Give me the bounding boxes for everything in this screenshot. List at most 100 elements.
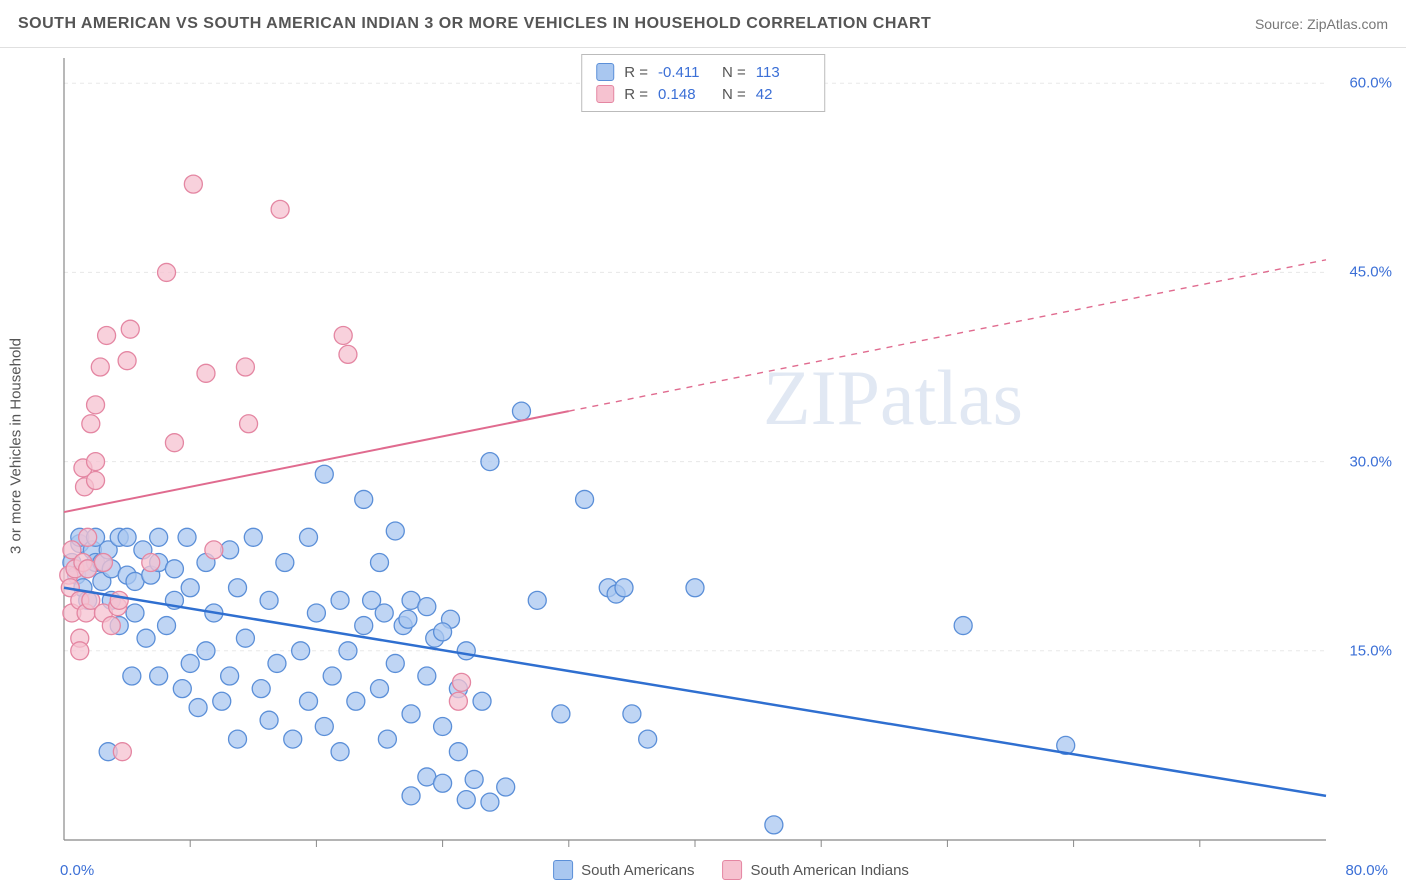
point-south-american xyxy=(137,629,155,647)
point-south-american-indian xyxy=(91,358,109,376)
n-label: N = xyxy=(722,86,746,103)
point-south-american xyxy=(331,743,349,761)
legend-item-pink: South American Indians xyxy=(722,860,908,880)
point-south-american-indian xyxy=(236,358,254,376)
point-south-american xyxy=(765,816,783,834)
point-south-american xyxy=(315,717,333,735)
legend-label: South American Indians xyxy=(750,862,908,879)
chart-header: SOUTH AMERICAN VS SOUTH AMERICAN INDIAN … xyxy=(0,0,1406,48)
point-south-american-indian xyxy=(449,692,467,710)
point-south-american xyxy=(181,654,199,672)
source-label: Source: ZipAtlas.com xyxy=(1255,16,1388,32)
r-label: R = xyxy=(624,64,648,81)
swatch-blue xyxy=(596,63,614,81)
point-south-american xyxy=(268,654,286,672)
point-south-american xyxy=(300,528,318,546)
point-south-american xyxy=(615,579,633,597)
point-south-american-indian xyxy=(197,364,215,382)
r-value: 0.148 xyxy=(658,86,712,103)
point-south-american-indian xyxy=(158,263,176,281)
point-south-american xyxy=(339,642,357,660)
point-south-american-indian xyxy=(98,326,116,344)
y-tick-label: 15.0% xyxy=(1349,642,1392,659)
point-south-american xyxy=(449,743,467,761)
point-south-american xyxy=(528,591,546,609)
y-tick-label: 30.0% xyxy=(1349,453,1392,470)
point-south-american xyxy=(418,598,436,616)
point-south-american xyxy=(512,402,530,420)
scatter-svg: ZIPatlas xyxy=(56,48,1406,848)
point-south-american xyxy=(181,579,199,597)
y-tick-label: 45.0% xyxy=(1349,264,1392,281)
point-south-american xyxy=(173,680,191,698)
point-south-american xyxy=(457,791,475,809)
point-south-american xyxy=(371,554,389,572)
point-south-american-indian xyxy=(121,320,139,338)
swatch-pink xyxy=(722,860,742,880)
point-south-american xyxy=(221,667,239,685)
point-south-american xyxy=(434,623,452,641)
point-south-american xyxy=(260,591,278,609)
point-south-american xyxy=(197,642,215,660)
point-south-american xyxy=(315,465,333,483)
point-south-american-indian xyxy=(102,617,120,635)
point-south-american xyxy=(158,617,176,635)
point-south-american-indian xyxy=(79,528,97,546)
point-south-american xyxy=(434,774,452,792)
point-south-american xyxy=(276,554,294,572)
point-south-american xyxy=(165,560,183,578)
point-south-american xyxy=(284,730,302,748)
point-south-american xyxy=(347,692,365,710)
point-south-american xyxy=(229,579,247,597)
point-south-american-indian xyxy=(240,415,258,433)
point-south-american xyxy=(331,591,349,609)
point-south-american xyxy=(229,730,247,748)
point-south-american xyxy=(307,604,325,622)
point-south-american xyxy=(623,705,641,723)
point-south-american xyxy=(386,654,404,672)
point-south-american-indian xyxy=(453,673,471,691)
point-south-american xyxy=(465,770,483,788)
y-axis-label: 3 or more Vehicles in Household xyxy=(8,338,25,554)
point-south-american xyxy=(355,617,373,635)
point-south-american-indian xyxy=(113,743,131,761)
point-south-american xyxy=(252,680,270,698)
point-south-american-indian xyxy=(110,591,128,609)
point-south-american xyxy=(355,490,373,508)
point-south-american xyxy=(576,490,594,508)
point-south-american xyxy=(371,680,389,698)
x-axis-max-label: 80.0% xyxy=(1345,862,1388,879)
point-south-american xyxy=(686,579,704,597)
x-axis-min-label: 0.0% xyxy=(60,862,94,879)
y-tick-label: 60.0% xyxy=(1349,75,1392,92)
point-south-american-indian xyxy=(334,326,352,344)
stats-row: R =-0.411N =113 xyxy=(596,61,810,83)
swatch-pink xyxy=(596,85,614,103)
point-south-american xyxy=(213,692,231,710)
point-south-american xyxy=(375,604,393,622)
point-south-american xyxy=(481,793,499,811)
point-south-american-indian xyxy=(184,175,202,193)
point-south-american-indian xyxy=(271,200,289,218)
point-south-american xyxy=(123,667,141,685)
point-south-american xyxy=(434,717,452,735)
point-south-american-indian xyxy=(165,434,183,452)
watermark: ZIPatlas xyxy=(763,354,1023,441)
point-south-american xyxy=(189,699,207,717)
point-south-american xyxy=(178,528,196,546)
point-south-american-indian xyxy=(82,415,100,433)
stats-row: R =0.148N =42 xyxy=(596,83,810,105)
point-south-american xyxy=(244,528,262,546)
point-south-american xyxy=(260,711,278,729)
point-south-american xyxy=(150,667,168,685)
point-south-american xyxy=(323,667,341,685)
point-south-american xyxy=(402,787,420,805)
point-south-american xyxy=(378,730,396,748)
point-south-american xyxy=(497,778,515,796)
chart-plot-area: ZIPatlas 15.0% 30.0% 45.0% 60.0% xyxy=(56,48,1406,848)
n-value: 42 xyxy=(756,86,810,103)
chart-footer: 0.0% South AmericansSouth American India… xyxy=(56,848,1406,892)
point-south-american xyxy=(954,617,972,635)
point-south-american xyxy=(552,705,570,723)
chart-title: SOUTH AMERICAN VS SOUTH AMERICAN INDIAN … xyxy=(18,15,931,33)
